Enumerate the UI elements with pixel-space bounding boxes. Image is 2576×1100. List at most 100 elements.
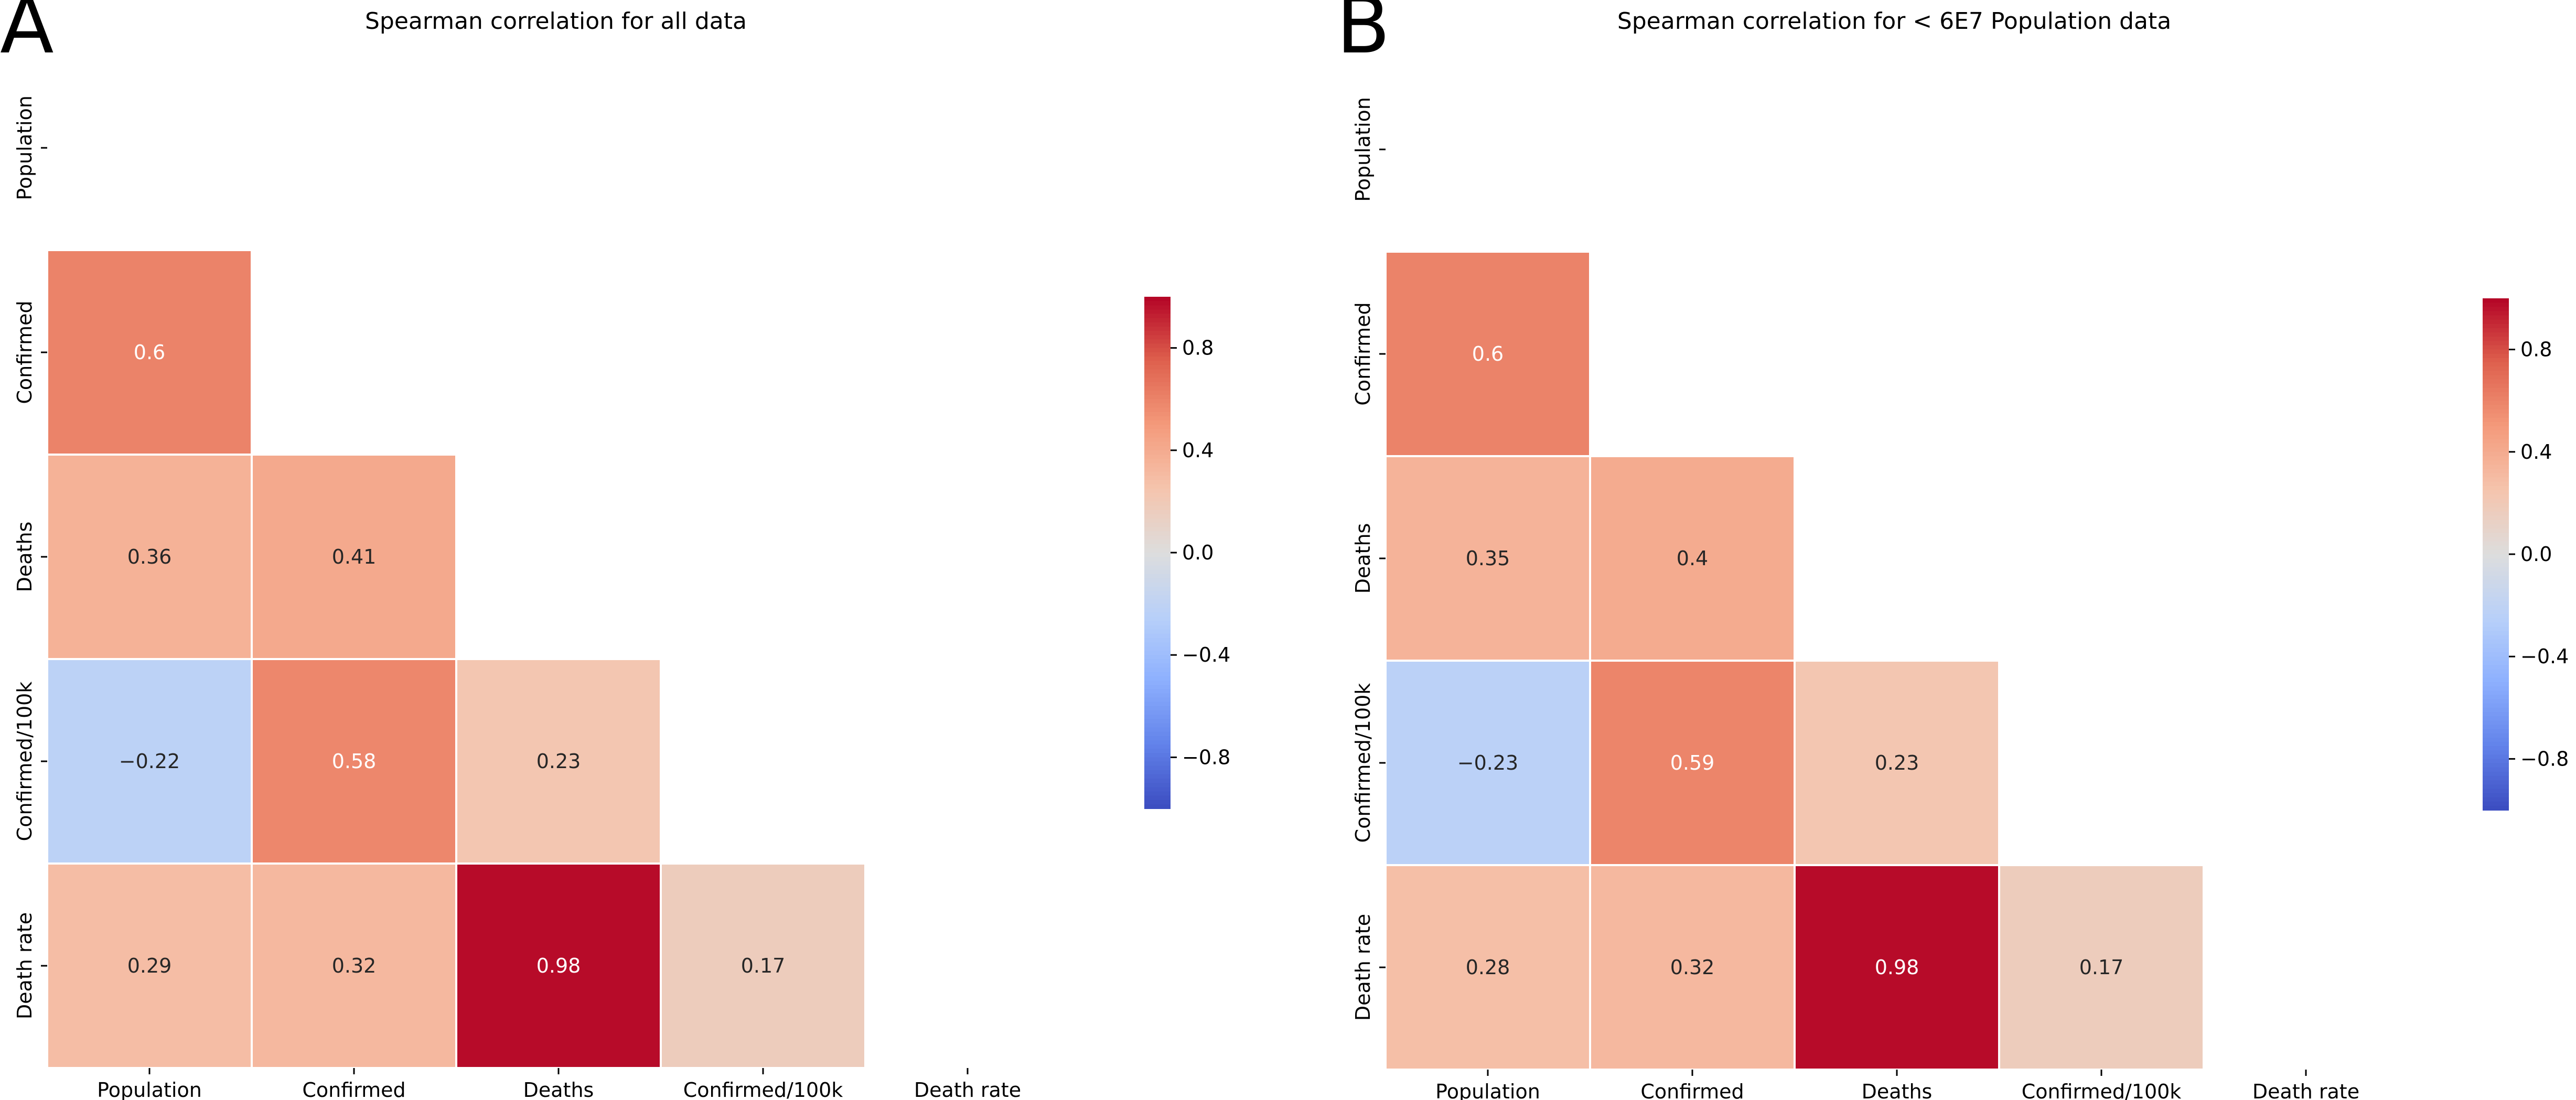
colorbar-segment [1144,369,1171,374]
colorbar-segment [1144,693,1171,698]
colorbar-segment [2483,323,2509,329]
colorbar-segment [1144,514,1171,519]
colorbar-segment [1144,450,1171,455]
colorbar-segment [1144,535,1171,541]
colorbar-segment [1144,603,1171,609]
colorbar-segment [2483,635,2509,640]
colorbar-segment [2483,435,2509,440]
x-tick-label: Confirmed/100k [683,1079,843,1100]
colorbar-segment [2483,499,2509,504]
colorbar-segment [1144,697,1171,703]
heatmap-cell [251,454,457,660]
heatmap-cell-value: 0.58 [332,750,377,773]
colorbar-segment [1144,459,1171,464]
colorbar-segment [2483,707,2509,713]
colorbar-segment [2483,345,2509,350]
colorbar-segment [2483,409,2509,414]
colorbar-tick-label: −0.4 [2520,645,2569,668]
colorbar-segment [2483,422,2509,427]
colorbar-segment [1144,745,1171,750]
colorbar-segment [2483,686,2509,692]
colorbar-segment [1144,731,1171,737]
heatmap-cell-value: 0.17 [2079,956,2124,979]
colorbar-segment [2483,720,2509,726]
colorbar-segment [2483,401,2509,406]
colorbar-segment [2483,511,2509,516]
colorbar-segment [2483,669,2509,674]
colorbar-segment [2483,716,2509,721]
colorbar-segment [1144,740,1171,745]
colorbar-segment [2483,567,2509,572]
colorbar-segment [1144,403,1171,408]
colorbar-segment [1144,689,1171,694]
colorbar-segment [1144,352,1171,357]
colorbar-segment [1144,523,1171,528]
colorbar-segment [2483,426,2509,432]
colorbar-segment [1144,582,1171,588]
colorbar-segment [2483,387,2509,393]
colorbar-segment [2483,383,2509,389]
colorbar-segment [2483,503,2509,508]
colorbar-segment [2483,571,2509,576]
colorbar-segment [2483,456,2509,461]
x-tick-label: Confirmed/100k [2022,1080,2182,1100]
colorbar-segment [1144,783,1171,788]
colorbar-segment [1144,497,1171,502]
colorbar-segment [1144,595,1171,600]
panel-a-label: A [0,0,54,71]
colorbar-segment [1144,638,1171,643]
heatmap-cell [1589,455,1796,662]
y-tick-label: Deaths [13,522,36,592]
colorbar-segment [2483,494,2509,500]
colorbar-segment [1144,676,1171,681]
y-tick-label: Population [13,95,36,200]
colorbar-segment [2483,443,2509,448]
colorbar-segment [2483,805,2509,811]
colorbar-segment [1144,518,1171,524]
colorbar-segment [2483,341,2509,346]
colorbar-segment [2483,490,2509,495]
colorbar-segment [1144,553,1171,558]
heatmap-cell [1589,864,1796,1071]
colorbar-segment [1144,706,1171,711]
colorbar-segment [2483,601,2509,606]
colorbar-segment [2483,515,2509,521]
colorbar-segment [2483,319,2509,325]
panel-a: A Spearman correlation for all data 0.60… [0,0,1230,1100]
colorbar-segment [2483,430,2509,436]
colorbar-segment [2483,477,2509,482]
panel-b: B Spearman correlation for < 6E7 Populat… [1336,0,2569,1100]
x-tick-label: Confirmed [1640,1080,1744,1100]
colorbar-segment [2483,303,2509,308]
colorbar-segment [2483,673,2509,678]
colorbar-segment [2483,695,2509,700]
colorbar-segment [2483,584,2509,589]
colorbar-segment [1144,723,1171,728]
colorbar-segment [1144,343,1171,349]
colorbar-segment [1144,578,1171,583]
heatmap-cell-value: −0.22 [119,750,180,773]
y-tick-label: Confirmed [1351,302,1375,405]
colorbar-segment [2483,396,2509,402]
heatmap-cell-value: 0.4 [1677,547,1708,570]
colorbar-segment [1144,544,1171,549]
heatmap-cell-value: 0.23 [1875,751,1919,774]
colorbar-segment [1144,382,1171,387]
colorbar-segment [2483,579,2509,585]
colorbar-segment [1144,505,1171,511]
colorbar-segment [1144,437,1171,443]
colorbar-segment [2483,711,2509,717]
colorbar-segment [2483,613,2509,619]
colorbar-segment [1144,365,1171,370]
colorbar-segment [1144,565,1171,570]
heatmap-cell-value: 0.98 [536,954,581,977]
colorbar-segment [2483,529,2509,534]
colorbar-segment [2483,533,2509,538]
colorbar-segment [2483,775,2509,781]
colorbar-segment [1144,454,1171,460]
colorbar-segment [1144,489,1171,494]
heatmap-cell-value: 0.32 [1670,956,1715,979]
y-tick-label: Population [1351,97,1375,202]
colorbar-segment [2483,737,2509,742]
colorbar-segment [2483,537,2509,542]
